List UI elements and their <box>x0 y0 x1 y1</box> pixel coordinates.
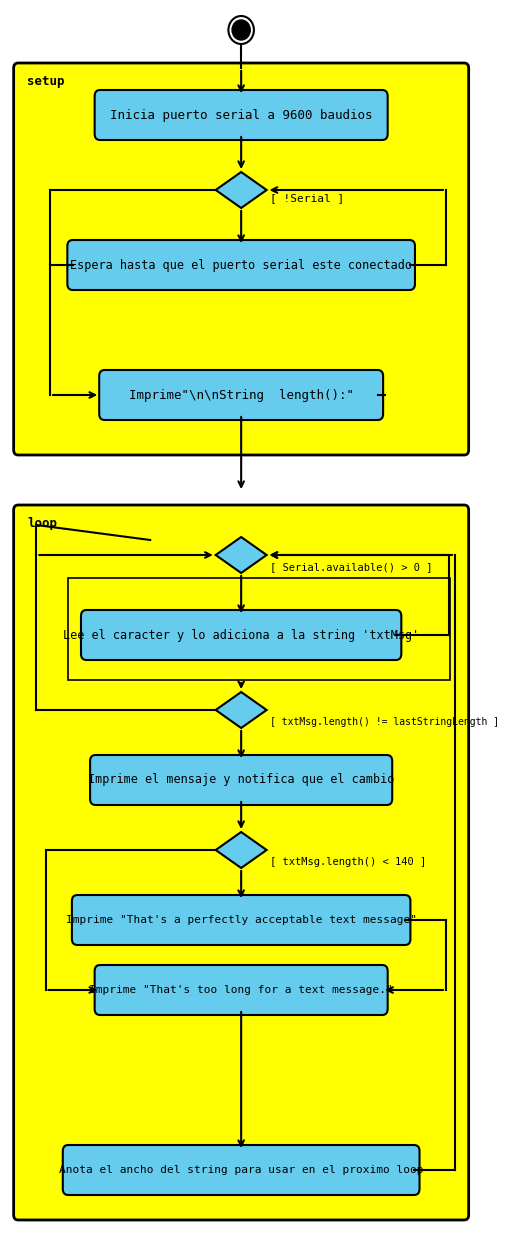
Text: Anota el ancho del string para usar en el proximo loop: Anota el ancho del string para usar en e… <box>59 1165 423 1175</box>
FancyBboxPatch shape <box>99 370 383 420</box>
FancyBboxPatch shape <box>81 610 401 660</box>
FancyBboxPatch shape <box>14 506 469 1220</box>
FancyBboxPatch shape <box>72 895 410 945</box>
Text: Inicia puerto serial a 9600 baudios: Inicia puerto serial a 9600 baudios <box>110 109 372 121</box>
Polygon shape <box>216 172 267 208</box>
Text: Imprime"\n\nString  length():": Imprime"\n\nString length():" <box>129 389 354 401</box>
Circle shape <box>228 16 254 45</box>
Text: Imprime "That's a perfectly acceptable text message": Imprime "That's a perfectly acceptable t… <box>66 914 417 926</box>
Circle shape <box>232 20 250 40</box>
Text: loop: loop <box>27 518 57 530</box>
Bar <box>68 579 450 680</box>
Polygon shape <box>216 536 267 572</box>
FancyBboxPatch shape <box>67 240 415 290</box>
Polygon shape <box>216 833 267 869</box>
FancyBboxPatch shape <box>63 1145 419 1194</box>
FancyBboxPatch shape <box>90 755 392 805</box>
Text: [ txtMsg.length() < 140 ]: [ txtMsg.length() < 140 ] <box>270 857 426 867</box>
Text: [ txtMsg.length() != lastStringLength ]: [ txtMsg.length() != lastStringLength ] <box>270 717 499 727</box>
FancyBboxPatch shape <box>14 63 469 455</box>
FancyBboxPatch shape <box>95 965 388 1015</box>
Text: Lee el caracter y lo adiciona a la string 'txtMsg': Lee el caracter y lo adiciona a la strin… <box>63 628 419 642</box>
Text: [ !Serial ]: [ !Serial ] <box>270 193 345 203</box>
Text: setup: setup <box>27 76 65 88</box>
Text: Imprime "That's too long for a text message.": Imprime "That's too long for a text mess… <box>89 985 393 995</box>
Text: Imprime el mensaje y notifica que el cambio: Imprime el mensaje y notifica que el cam… <box>88 773 395 787</box>
Text: Espera hasta que el puerto serial este conectado: Espera hasta que el puerto serial este c… <box>70 259 412 271</box>
Text: [ Serial.available() > 0 ]: [ Serial.available() > 0 ] <box>270 563 433 572</box>
FancyBboxPatch shape <box>95 90 388 140</box>
Polygon shape <box>216 693 267 729</box>
